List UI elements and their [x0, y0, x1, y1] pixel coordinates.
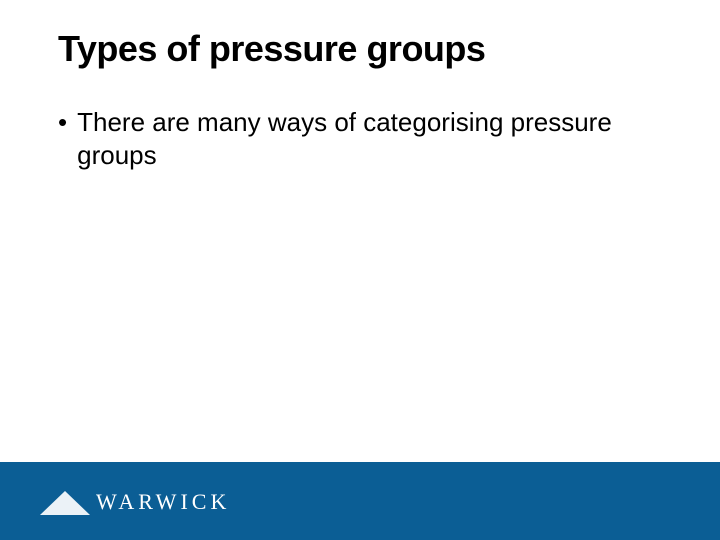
slide-title: Types of pressure groups: [58, 28, 485, 70]
bullet-text: There are many ways of categorising pres…: [77, 106, 640, 171]
warwick-logo: WARWICK: [40, 486, 230, 518]
footer-band: WARWICK: [0, 462, 720, 540]
slide-container: Types of pressure groups • There are man…: [0, 0, 720, 540]
logo-text: WARWICK: [96, 489, 230, 515]
slide-body: • There are many ways of categorising pr…: [58, 106, 640, 171]
bullet-item: • There are many ways of categorising pr…: [58, 106, 640, 171]
logo-triangle-icon: [40, 491, 90, 515]
bullet-marker: •: [58, 106, 67, 139]
